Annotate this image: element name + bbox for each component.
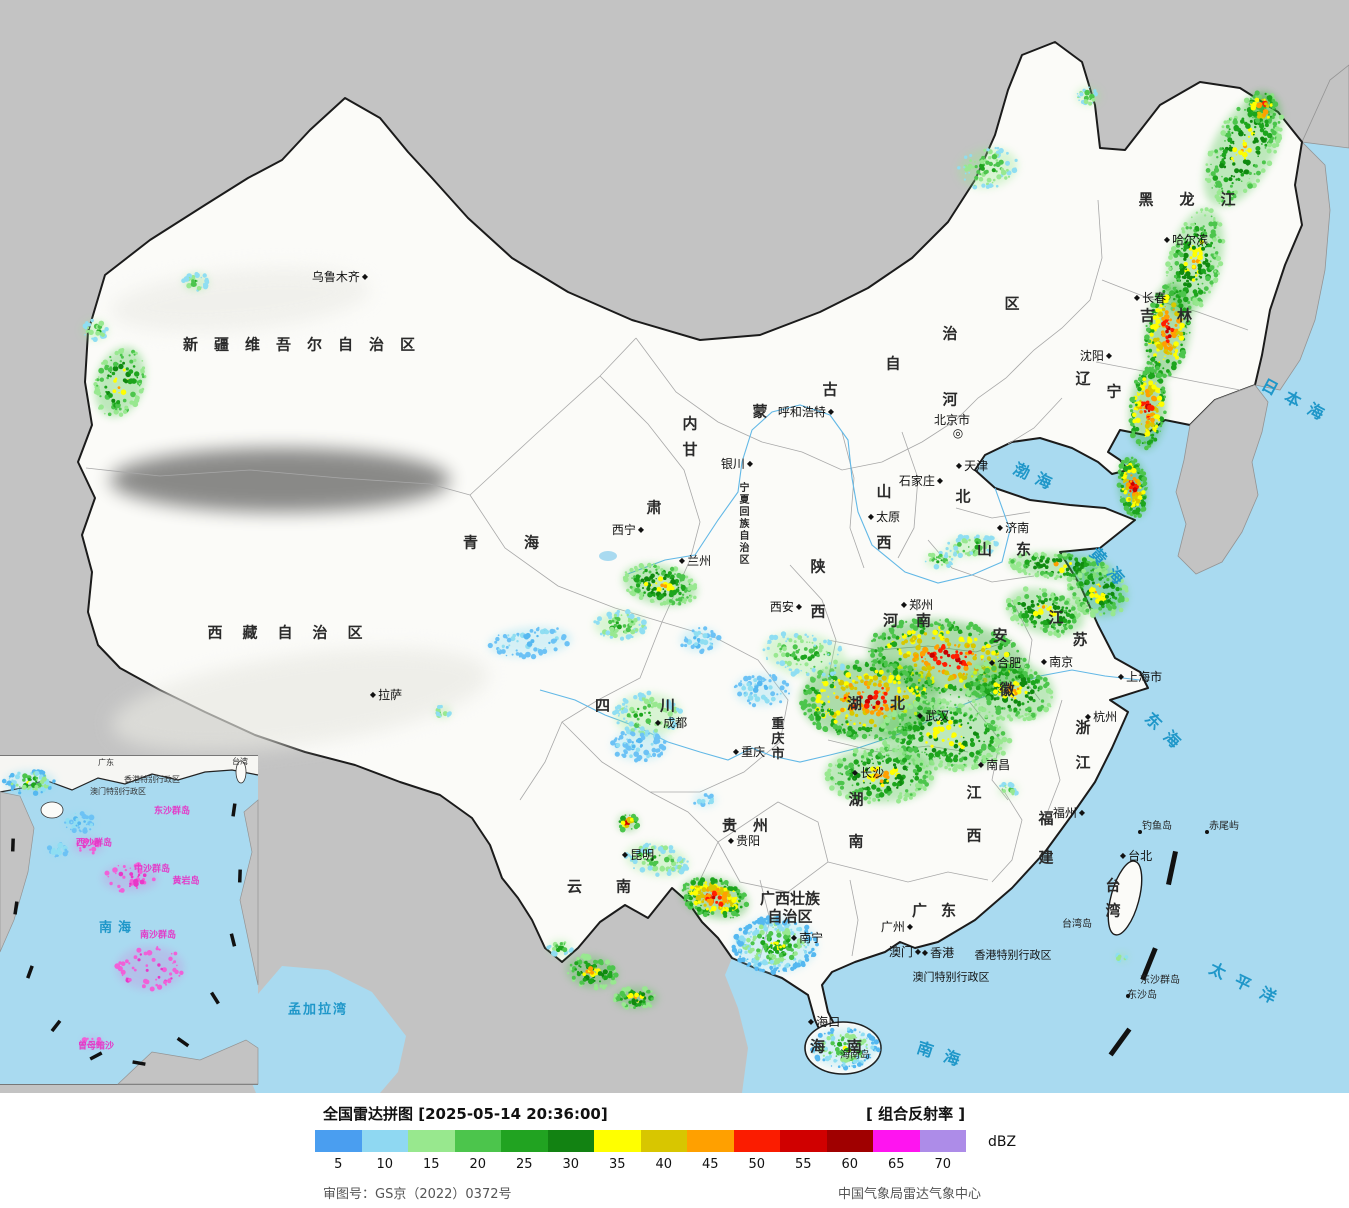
- legend-title: 全国雷达拼图 [2025-05-14 20:36:00]: [323, 1105, 608, 1123]
- qinghai-lake: [599, 551, 617, 561]
- dbz-unit-label: dBZ: [988, 1134, 1017, 1150]
- yellow-river: [624, 404, 1011, 584]
- dbz-tick: 25: [515, 1157, 533, 1172]
- dbz-tick: 70: [934, 1157, 952, 1172]
- dbz-tick: 20: [469, 1157, 487, 1172]
- taiwan-island: [1107, 860, 1143, 936]
- dbz-color-scale: [315, 1130, 966, 1152]
- sea-east-south: [725, 142, 1349, 1093]
- dbz-tick: 5: [334, 1157, 343, 1172]
- dbz-color-cell: [733, 1130, 780, 1152]
- dbz-tick-labels: 5 10 15 20 25 30 35 40 45 50 55 60 65 70: [315, 1157, 966, 1172]
- land-korea: [1175, 384, 1269, 575]
- dongsha-dot: [1126, 994, 1130, 998]
- dbz-color-cell: [454, 1130, 501, 1152]
- dbz-tick: 10: [376, 1157, 394, 1172]
- dbz-color-cell: [873, 1130, 920, 1152]
- dbz-color-cell: [594, 1130, 641, 1152]
- land-russia-corner: [1301, 64, 1349, 149]
- dbz-tick: 65: [887, 1157, 905, 1172]
- dbz-tick: 35: [608, 1157, 626, 1172]
- china-landmass: [77, 41, 1303, 1043]
- dbz-color-cell: [640, 1130, 687, 1152]
- legend-panel: 全国雷达拼图 [2025-05-14 20:36:00] [ 组合反射率 ] d…: [0, 1093, 1349, 1208]
- terrain-shade-tianshan: [110, 268, 370, 332]
- dbz-tick: 45: [701, 1157, 719, 1172]
- diaoyu-dot: [1138, 830, 1142, 834]
- dbz-tick: 15: [422, 1157, 440, 1172]
- dbz-color-cell: [361, 1130, 408, 1152]
- dbz-color-cell: [687, 1130, 734, 1152]
- dbz-color-cell: [315, 1130, 362, 1152]
- inset-south-china-sea: [0, 755, 259, 1085]
- credit-text: 中国气象局雷达气象中心: [838, 1187, 982, 1202]
- boundary-dashes-main: [1108, 850, 1178, 1057]
- legend-product-label: [ 组合反射率 ]: [866, 1105, 966, 1123]
- dbz-tick: 50: [748, 1157, 766, 1172]
- terrain-shade-tibet: [111, 648, 489, 752]
- chiweiyu-dot: [1205, 830, 1209, 834]
- dbz-color-cell: [826, 1130, 873, 1152]
- dbz-color-cell: [780, 1130, 827, 1152]
- dbz-color-cell: [501, 1130, 548, 1152]
- sea-bay-of-bengal: [238, 966, 406, 1093]
- dbz-tick: 30: [562, 1157, 580, 1172]
- dbz-color-cell: [408, 1130, 455, 1152]
- radar-echo-layer: [1, 86, 1285, 1071]
- map-canvas: [0, 0, 1349, 1093]
- dbz-tick: 55: [794, 1157, 812, 1172]
- dbz-color-cell: [547, 1130, 594, 1152]
- map-approval-number: 审图号：GS京（2022）0372号: [323, 1187, 512, 1202]
- dbz-color-cell: [919, 1130, 966, 1152]
- dbz-tick: 40: [655, 1157, 673, 1172]
- china-radar-map: 新疆维吾尔自治区 西藏自治区 青海甘肃内蒙古自治区黑龙江 吉林辽宁河北山西山东 河南陕西…: [0, 0, 1349, 1093]
- dbz-tick: 60: [841, 1157, 859, 1172]
- terrain-shade-kunlun: [110, 448, 450, 512]
